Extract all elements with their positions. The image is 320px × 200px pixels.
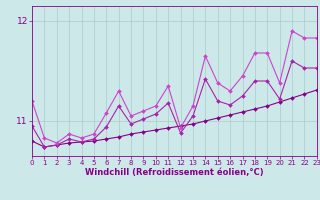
X-axis label: Windchill (Refroidissement éolien,°C): Windchill (Refroidissement éolien,°C) <box>85 168 264 177</box>
